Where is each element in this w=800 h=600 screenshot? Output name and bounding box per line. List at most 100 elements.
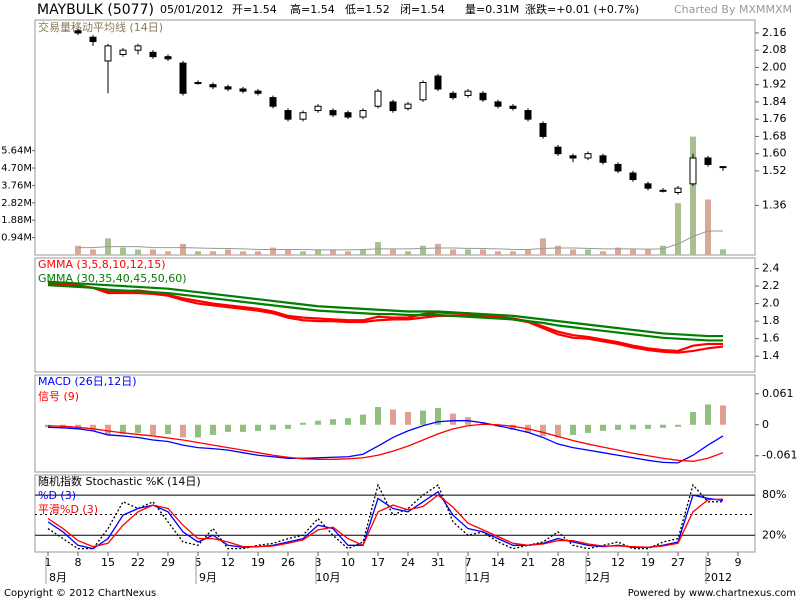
candle-body (269, 97, 277, 107)
volume-bar (615, 247, 621, 255)
candle-body (539, 122, 547, 137)
candle-body (119, 49, 127, 55)
volume-bar (165, 251, 171, 255)
y-tick-label: 0.061 (762, 387, 794, 400)
legend-entry: 信号 (9) (38, 390, 79, 403)
candle-body (494, 101, 502, 107)
macd-histogram-bar (435, 408, 441, 425)
macd-histogram-bar (405, 412, 411, 425)
stochastic-line (47, 483, 723, 550)
y-tick-label: 2.0 (762, 297, 780, 310)
candle-body (284, 110, 292, 120)
x-tick-label: 8 (75, 556, 82, 569)
candle-body (689, 157, 697, 185)
panel-frame (34, 374, 756, 473)
volume-bar (705, 199, 711, 255)
y-tick-label: 1.84 (762, 95, 787, 108)
quote-change: 涨跌=+0.01 (+0.7%) (525, 2, 639, 16)
volume-bar (435, 243, 441, 255)
macd-histogram-bar (120, 424, 126, 434)
macd-histogram-bar (375, 406, 381, 425)
candle-body (134, 45, 142, 51)
candle-body (599, 155, 607, 163)
x-tick-label: 5 (195, 556, 202, 569)
candle-body (629, 172, 637, 181)
candle-body (704, 157, 712, 165)
y-tick-label: 1.68 (762, 129, 787, 142)
x-tick-label: 27 (671, 556, 685, 569)
candle-body (524, 110, 532, 120)
macd-histogram-bar (510, 424, 516, 430)
macd-histogram-bar (570, 424, 576, 435)
macd-histogram-bar (90, 424, 96, 431)
month-label: 11月 (466, 571, 491, 584)
x-tick-label: 5 (585, 556, 592, 569)
macd-histogram-bar (600, 424, 606, 431)
candle-body (344, 112, 352, 118)
volume-bar (495, 251, 501, 255)
candle-body (554, 146, 562, 155)
volume-bar (600, 251, 606, 255)
candle-body (419, 82, 427, 101)
quote-date: 05/01/2012 (160, 3, 223, 16)
candle-body (464, 90, 472, 96)
macd-histogram-bar (165, 424, 171, 434)
macd-histogram-bar (195, 424, 201, 438)
candle-body (254, 90, 262, 94)
candle-body (569, 155, 577, 159)
x-tick-label: 17 (371, 556, 385, 569)
volume-bar (585, 249, 591, 255)
credit: Charted By MXMMXM (674, 3, 792, 16)
month-label: 10月 (316, 571, 341, 584)
legend-entry: 随机指数 Stochastic %K (14日) (38, 474, 201, 488)
macd-histogram-bar (705, 404, 711, 425)
macd-histogram-bar (360, 414, 366, 425)
macd-histogram-bar (345, 418, 351, 425)
candle-body (329, 110, 337, 116)
month-label: 9月 (199, 571, 217, 584)
gmma-lower-line (47, 284, 723, 342)
macd-histogram-bar (645, 424, 651, 429)
candle-body (644, 183, 652, 189)
candle-body (314, 105, 322, 112)
x-tick-label: 21 (521, 556, 535, 569)
volume-bar (180, 243, 186, 255)
x-tick-label: 12 (611, 556, 625, 569)
powered-by: Powered by www.chartnexus.com (628, 588, 796, 599)
volume-bar (300, 251, 306, 255)
macd-histogram-bar (630, 424, 636, 430)
volume-bar (630, 249, 636, 255)
y2-tick-label: 2.82M (1, 198, 32, 209)
y2-tick-label: 5.64M (1, 146, 32, 157)
macd-histogram-bar (450, 413, 456, 425)
macd-histogram-bar (720, 405, 726, 425)
macd-histogram-bar (255, 424, 261, 431)
macd-histogram-bar (150, 424, 156, 435)
candle-body (104, 45, 112, 62)
y-tick-label: 1.4 (762, 349, 780, 362)
gmma-upper-line (47, 280, 723, 338)
quote-volume: 量=0.31M (465, 3, 519, 16)
candle-body (614, 163, 622, 172)
x-tick-label: 24 (401, 556, 415, 569)
macd-histogram-bar (660, 424, 666, 428)
macd-histogram-bar (675, 424, 681, 427)
y2-tick-label: 3.76M (1, 180, 32, 191)
macd-histogram-bar (555, 424, 561, 438)
x-tick-label: 19 (251, 556, 265, 569)
y-tick-label: 2.08 (762, 43, 787, 56)
volume-bar (420, 245, 426, 255)
candle-body (509, 105, 517, 109)
legend-entry: GMMA (30,35,40,45,50,60) (38, 272, 187, 285)
volume-bar (660, 245, 666, 255)
y-tick-label: 0 (762, 418, 769, 431)
macd-histogram-bar (225, 424, 231, 432)
candle-body (149, 51, 157, 58)
quote-low: 低=1.52 (345, 3, 390, 16)
stochastic-line (47, 494, 724, 548)
legend-entry: MACD (26日,12日) (38, 375, 137, 388)
volume-bar (645, 249, 651, 255)
candle-body (89, 36, 97, 43)
macd-histogram-bar (210, 424, 216, 435)
legend-entry: 平滑%D (3) (38, 503, 98, 516)
